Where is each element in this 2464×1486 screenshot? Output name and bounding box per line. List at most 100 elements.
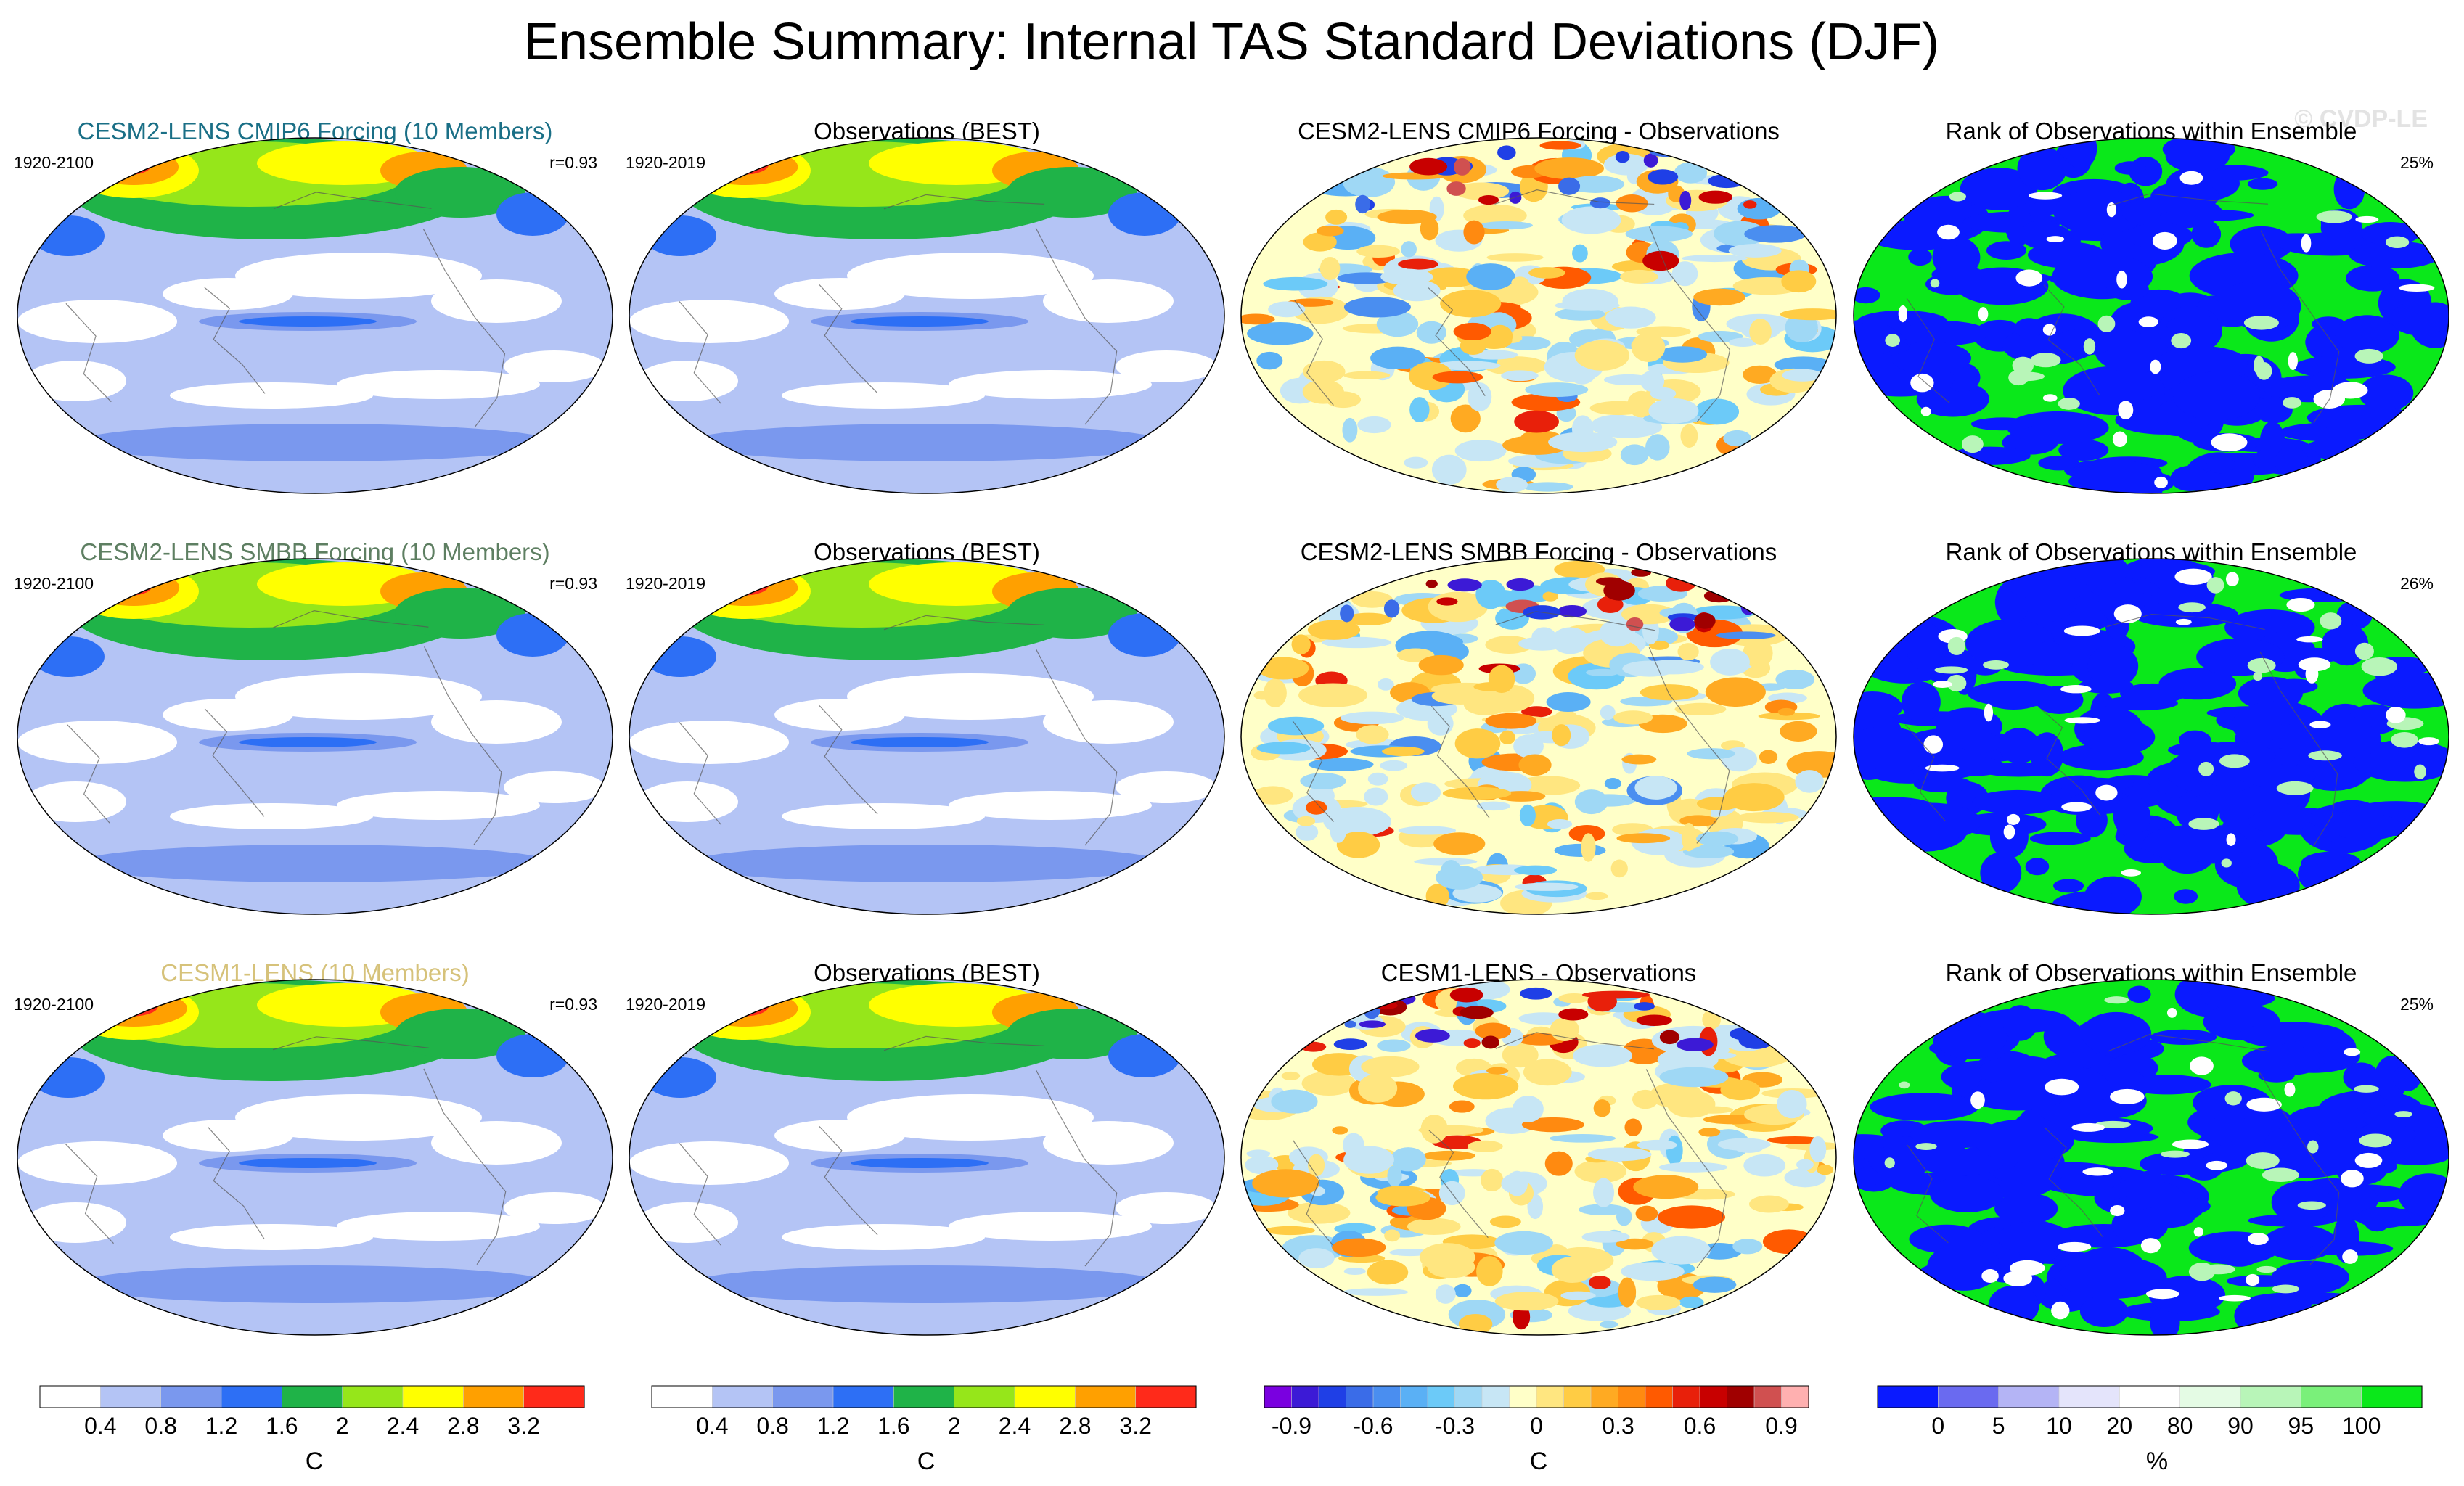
rank-mid-region	[2219, 1294, 2251, 1302]
diff-high-lat-anomaly	[1615, 151, 1630, 163]
nh-land-band	[1007, 1009, 1137, 1059]
rank-low-region	[1973, 1119, 2074, 1162]
rank-mid-region	[2160, 1150, 2190, 1158]
diff-anomaly	[1475, 579, 1506, 609]
diff-high-lat-anomaly	[1676, 1038, 1714, 1052]
rank-low-region	[2079, 678, 2134, 694]
colorbar-frame	[1877, 1385, 2423, 1408]
colorbar-swatch	[1481, 1385, 1510, 1408]
rank-low-region	[2165, 140, 2230, 173]
colorbar-tick-label: 80	[2167, 1413, 2193, 1439]
colorbar-unit: %	[2146, 1448, 2168, 1475]
coastline	[1645, 1069, 1727, 1268]
diff-anomaly	[1468, 1140, 1503, 1152]
diff-anomaly	[1767, 1136, 1823, 1144]
colorbar-swatch	[402, 1385, 464, 1408]
diff-anomaly	[1523, 1059, 1572, 1086]
coastline	[1428, 287, 1486, 396]
diff-anomaly	[1487, 324, 1513, 348]
diff-anomaly	[1610, 859, 1628, 878]
diff-high-lat-anomaly	[1340, 604, 1354, 623]
southern-ocean-band	[75, 1265, 554, 1303]
rank-mid-region	[2029, 192, 2063, 200]
rank-mid-region	[2301, 234, 2312, 253]
colorbar-swatch	[1618, 1385, 1646, 1408]
diff-anomaly	[1468, 382, 1492, 411]
southern-ocean-band	[687, 1265, 1166, 1303]
coastline	[1494, 189, 1655, 205]
nh-land-band	[644, 636, 716, 677]
diff-anomaly	[1514, 865, 1558, 876]
diff-anomaly	[1361, 1056, 1420, 1077]
low-variability-band	[25, 1202, 126, 1243]
period-label: 1920-2100	[14, 153, 94, 172]
low-variability-band	[337, 791, 540, 820]
rank-mid-region	[2354, 642, 2374, 660]
diff-anomaly	[1547, 818, 1573, 829]
diff-anomaly	[1691, 1106, 1734, 1114]
map-field	[1241, 138, 1836, 493]
coastline	[1495, 611, 1655, 631]
diff-anomaly	[1574, 340, 1630, 371]
colorbar-swatch	[1291, 1385, 1319, 1408]
low-variability-band	[170, 1224, 373, 1250]
rank-low-region	[1947, 1029, 2025, 1043]
coastline	[1904, 724, 1947, 822]
enso-core	[239, 1158, 377, 1168]
rank-low-region	[2310, 1241, 2394, 1256]
diff-anomaly	[1744, 225, 1807, 243]
diff-anomaly	[1496, 477, 1528, 493]
coastline	[679, 301, 722, 405]
diff-anomaly	[1549, 1134, 1616, 1143]
colorbar-tick-label: 20	[2107, 1413, 2133, 1439]
rank-mid-region	[1949, 192, 1967, 202]
diff-anomaly	[1483, 356, 1548, 376]
diff-anomaly	[1631, 332, 1666, 362]
diff-anomaly	[1561, 206, 1621, 234]
rank-low-region	[2352, 739, 2449, 782]
diff-anomaly	[1431, 454, 1467, 485]
rank-mid-region	[2414, 764, 2426, 779]
diff-anomaly	[1342, 417, 1358, 443]
diff-high-lat-anomaly	[1659, 1030, 1680, 1045]
diff-anomaly	[1796, 1159, 1814, 1170]
rank-mid-region	[2284, 1082, 2296, 1097]
diff-anomaly	[1600, 705, 1616, 721]
diff-anomaly	[1370, 346, 1425, 370]
diff-anomaly	[1345, 612, 1392, 625]
rank-low-region	[2053, 189, 2145, 235]
diff-anomaly	[1481, 1168, 1504, 1192]
colorbar-swatch	[1781, 1385, 1809, 1408]
diff-anomaly	[1680, 424, 1698, 448]
nh-land-band	[32, 215, 105, 256]
diff-anomaly	[1558, 993, 1590, 1003]
map-field	[1854, 138, 2449, 493]
rank-mid-region	[2386, 706, 2406, 723]
diff-anomaly	[1634, 776, 1677, 800]
rank-low-region	[1997, 1221, 2071, 1255]
colorbar-swatch	[1727, 1385, 1755, 1408]
colorbar-tick-label: 1.2	[205, 1413, 237, 1439]
diff-anomaly	[1264, 678, 1287, 708]
diff-anomaly	[1463, 220, 1485, 245]
rank-mid-region	[2178, 602, 2206, 613]
map-border	[629, 558, 1225, 915]
rank-mid-region	[2309, 721, 2331, 728]
diff-anomaly	[1681, 823, 1696, 852]
diff-anomaly	[1343, 297, 1411, 318]
diff-anomaly	[1291, 634, 1311, 654]
rank-mid-region	[2288, 352, 2298, 370]
rank-low-region	[1908, 248, 1932, 266]
coastline	[273, 609, 429, 628]
diff-anomaly	[1382, 746, 1425, 757]
diff-anomaly	[1728, 244, 1782, 258]
diff-high-lat-anomaly	[1447, 578, 1482, 592]
rank-low-region	[1960, 168, 2038, 210]
rank-low-region	[1930, 1175, 2005, 1212]
rank-low-region	[1906, 622, 1944, 671]
diff-anomaly	[1436, 865, 1483, 890]
colorbar-tick-label: -0.6	[1353, 1413, 1393, 1439]
low-variability-band	[235, 253, 482, 299]
